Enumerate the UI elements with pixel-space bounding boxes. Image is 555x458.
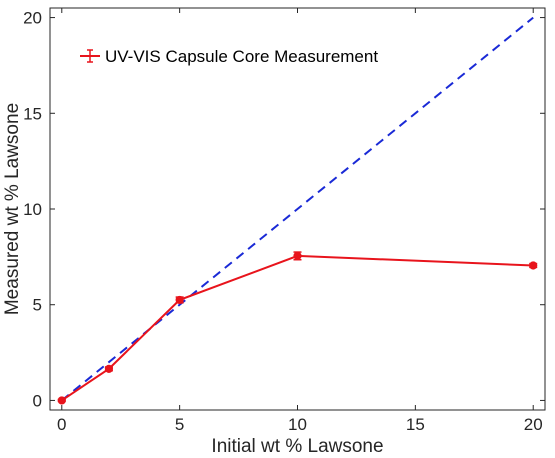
x-tick-label: 5 [175,415,184,434]
data-point [175,295,184,305]
series-layer [57,16,538,405]
legend: UV-VIS Capsule Core Measurement [80,47,378,66]
y-axis-label: Measured wt % Lawsone [2,103,23,315]
legend-entry-label: UV-VIS Capsule Core Measurement [105,47,378,66]
data-point [293,251,302,260]
y-axis-ticks: 0 5 10 15 20 [23,9,545,410]
x-axis-label: Initial wt % Lawsone [211,436,383,457]
y-tick-label: 15 [23,104,42,123]
y-tick-label: 5 [33,296,42,315]
data-point [529,261,538,270]
y-tick-label: 20 [23,9,42,28]
y-tick-label: 10 [23,200,42,219]
series-line-0 [61,254,534,402]
x-tick-label: 15 [406,415,425,434]
data-point [57,396,66,405]
x-tick-label: 10 [288,415,307,434]
x-tick-label: 20 [524,415,543,434]
x-tick-label: 0 [57,415,66,434]
data-point [104,364,114,373]
x-axis-ticks: 0 5 10 15 20 [57,8,543,434]
series-line-dashed-1 [61,16,534,402]
y-tick-label: 0 [33,391,42,410]
